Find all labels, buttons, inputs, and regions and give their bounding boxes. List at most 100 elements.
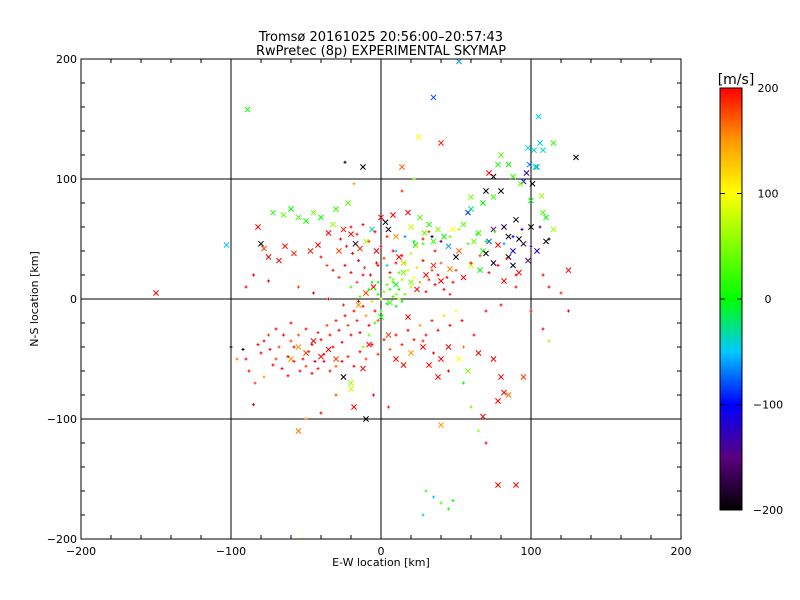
data-point-cross	[426, 221, 432, 228]
data-point-cross	[366, 341, 372, 348]
data-point-plus	[322, 352, 326, 356]
data-point-cross	[505, 233, 512, 240]
data-point-cross	[351, 404, 357, 410]
colorbar-tick-label: 0	[765, 293, 772, 306]
data-point-cross	[345, 200, 351, 206]
data-point-cross	[475, 350, 482, 356]
data-point-cross	[363, 238, 369, 245]
data-point-plus	[430, 235, 434, 239]
data-point-plus	[462, 381, 465, 385]
data-point-plus	[376, 352, 380, 356]
data-point-cross	[295, 214, 302, 221]
data-point-plus	[325, 323, 329, 327]
data-point-plus	[252, 403, 255, 407]
data-point-cross	[513, 216, 519, 223]
data-point-plus	[475, 232, 479, 236]
data-point-plus	[322, 359, 326, 363]
data-point-plus	[514, 273, 518, 277]
data-point-plus	[363, 266, 366, 270]
data-point-plus	[274, 327, 278, 331]
data-point-plus	[319, 338, 323, 342]
data-point-cross	[468, 206, 474, 212]
data-point-plus	[316, 367, 320, 371]
data-point-plus	[541, 327, 545, 331]
data-point-plus	[454, 268, 458, 272]
data-point-plus	[337, 275, 341, 279]
data-point-cross	[501, 224, 507, 230]
data-point-cross	[532, 164, 539, 170]
y-axis-label: N-S location [km]	[28, 251, 41, 347]
data-point-plus	[403, 261, 407, 265]
data-point-cross	[540, 147, 546, 154]
data-point-plus	[340, 340, 344, 344]
data-point-plus	[547, 339, 551, 343]
data-point-plus	[361, 273, 365, 277]
data-point-cross	[421, 230, 428, 236]
data-point-plus	[439, 261, 443, 265]
data-point-plus	[484, 441, 488, 445]
data-point-plus	[400, 299, 404, 303]
data-point-plus	[345, 244, 348, 248]
data-point-plus	[328, 369, 332, 373]
data-point-plus	[388, 347, 392, 351]
data-point-plus	[388, 275, 392, 279]
data-point-plus	[310, 343, 314, 347]
data-point-plus	[421, 513, 425, 517]
data-point-cross	[325, 230, 332, 236]
data-point-cross	[520, 240, 527, 247]
data-point-plus	[297, 333, 300, 337]
data-point-plus	[432, 351, 435, 355]
colorbar-tick-label: 100	[758, 188, 779, 201]
data-point-plus	[235, 357, 239, 361]
data-point-cross	[280, 212, 287, 218]
data-point-plus	[448, 292, 452, 296]
data-point-plus	[499, 303, 503, 307]
data-point-cross	[387, 299, 393, 306]
colorbar-tick-label: −200	[753, 504, 783, 517]
x-axis-ticks: −200 −100 0 100 200	[66, 59, 692, 558]
data-point-cross	[520, 374, 527, 380]
data-point-cross	[378, 314, 384, 320]
data-point-plus	[400, 278, 404, 282]
data-point-plus	[343, 263, 347, 267]
data-point-cross	[348, 386, 354, 392]
x-tick-label: −200	[66, 545, 96, 558]
data-point-plus	[364, 314, 368, 318]
data-point-cross	[270, 209, 276, 216]
data-point-plus	[331, 268, 335, 272]
data-point-plus	[328, 333, 332, 337]
data-point-cross	[456, 356, 462, 362]
data-point-cross	[445, 344, 452, 350]
data-point-plus	[385, 235, 389, 239]
data-point-cross	[510, 262, 516, 269]
data-point-plus	[367, 287, 371, 291]
data-point-plus	[447, 507, 450, 511]
data-point-plus	[367, 239, 371, 243]
data-point-cross	[450, 226, 456, 233]
data-point-plus	[430, 319, 434, 323]
data-point-plus	[327, 297, 330, 301]
data-point-plus	[421, 242, 425, 246]
data-point-cross	[430, 94, 437, 101]
data-point-plus	[439, 501, 443, 505]
data-point-plus	[352, 364, 356, 368]
data-point-plus	[448, 323, 452, 327]
data-point-cross	[318, 353, 324, 360]
data-point-cross	[276, 257, 282, 264]
data-point-plus	[262, 375, 266, 379]
data-point-plus	[403, 235, 407, 239]
data-point-cross	[543, 238, 549, 245]
data-point-plus	[325, 263, 329, 267]
data-point-plus	[297, 285, 300, 289]
data-point-plus	[432, 495, 435, 499]
data-point-plus	[472, 333, 476, 337]
data-point-plus	[445, 275, 449, 279]
data-point-plus	[385, 302, 389, 306]
data-point-cross	[378, 214, 384, 221]
data-point-cross	[325, 346, 332, 353]
data-point-cross	[441, 233, 447, 240]
data-point-plus	[511, 235, 515, 239]
data-point-cross	[465, 368, 471, 374]
data-point-plus	[412, 239, 416, 243]
x-axis-label: E-W location [km]	[332, 556, 430, 569]
